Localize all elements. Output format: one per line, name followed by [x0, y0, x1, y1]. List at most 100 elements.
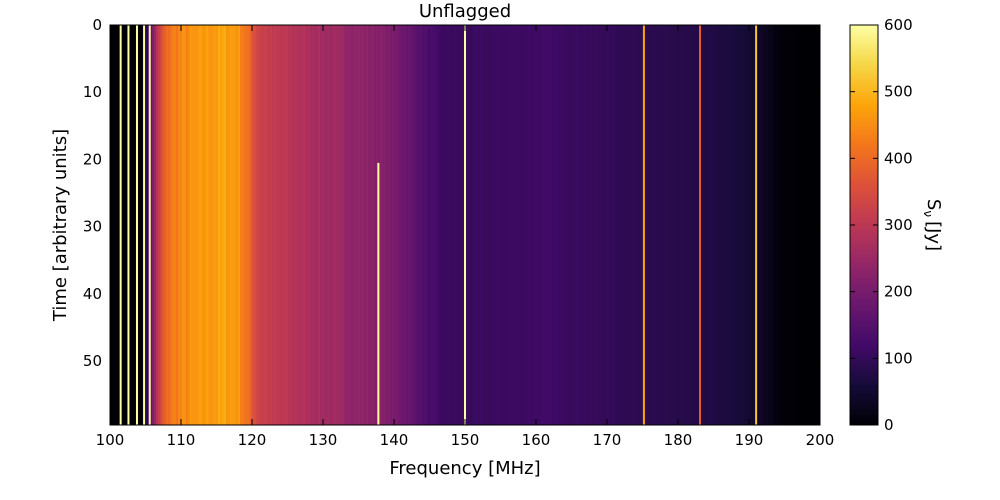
chart-title: Unflagged [419, 1, 511, 22]
heatmap-column [798, 25, 801, 425]
heatmap-column [190, 25, 193, 425]
heatmap-column [504, 25, 507, 425]
heatmap-column [684, 25, 687, 425]
heatmap-column [650, 25, 653, 425]
heatmap-column [518, 25, 521, 425]
heatmap-column [818, 25, 820, 425]
heatmap-column [550, 25, 553, 425]
heatmap-column [124, 25, 127, 425]
heatmap-column [358, 25, 361, 425]
heatmap-column [594, 25, 597, 425]
heatmap-column [712, 25, 715, 425]
heatmap-column [566, 25, 569, 425]
heatmap-column [574, 25, 577, 425]
heatmap-column [748, 25, 751, 425]
heatmap-column [424, 25, 427, 425]
heatmap-column [346, 25, 349, 425]
heatmap-column [714, 25, 717, 425]
heatmap-column [248, 25, 251, 425]
colorbar-tick-label: 300 [884, 216, 913, 234]
x-tick-label: 120 [238, 431, 267, 449]
heatmap-column [338, 25, 341, 425]
heatmap-column [730, 25, 733, 425]
heatmap-column [188, 25, 191, 425]
heatmap-column [728, 25, 731, 425]
heatmap-column [210, 25, 213, 425]
colorbar-tick-label: 200 [884, 283, 913, 301]
heatmap-column [316, 25, 319, 425]
heatmap-column [386, 25, 389, 425]
heatmap-column [270, 25, 273, 425]
heatmap-column [112, 25, 115, 425]
heatmap-column [152, 25, 155, 425]
heatmap-column [554, 25, 557, 425]
heatmap-column [746, 25, 749, 425]
heatmap-column [640, 25, 643, 425]
heatmap-column [812, 25, 815, 425]
heatmap-column [628, 25, 631, 425]
heatmap-column [668, 25, 671, 425]
heatmap-column [296, 25, 299, 425]
heatmap-column [418, 25, 421, 425]
heatmap-column [288, 25, 291, 425]
heatmap-column [514, 25, 517, 425]
x-tick-label: 160 [522, 431, 551, 449]
heatmap-column [278, 25, 281, 425]
heatmap-column [240, 25, 243, 425]
heatmap-column [334, 25, 337, 425]
x-tick-label: 130 [309, 431, 338, 449]
heatmap-column [116, 25, 119, 425]
heatmap-column [644, 25, 647, 425]
heatmap-column [578, 25, 581, 425]
heatmap-column [352, 25, 355, 425]
heatmap-column [534, 25, 537, 425]
heatmap-column [232, 25, 235, 425]
heatmap-column [444, 25, 447, 425]
heatmap-column [494, 25, 497, 425]
heatmap-column [164, 25, 167, 425]
heatmap-column [328, 25, 331, 425]
heatmap-column [228, 25, 231, 425]
heatmap-column [536, 25, 539, 425]
heatmap-column [396, 25, 399, 425]
heatmap-column [598, 25, 601, 425]
heatmap-column [420, 25, 423, 425]
heatmap-column [306, 25, 309, 425]
heatmap-column [252, 25, 255, 425]
heatmap-column [648, 25, 651, 425]
heatmap-column [434, 25, 437, 425]
heatmap-column [726, 25, 729, 425]
heatmap-column [350, 25, 353, 425]
colorbar-tick-label: 400 [884, 149, 913, 167]
heatmap-column [800, 25, 803, 425]
heatmap-column [340, 25, 343, 425]
heatmap-column [558, 25, 561, 425]
heatmap-column [484, 25, 487, 425]
heatmap-column [738, 25, 741, 425]
heatmap-column [304, 25, 307, 425]
x-tick-label: 150 [451, 431, 480, 449]
heatmap-column [814, 25, 817, 425]
heatmap-column [454, 25, 457, 425]
heatmap-column [488, 25, 491, 425]
heatmap-column [724, 25, 727, 425]
heatmap-column [206, 25, 209, 425]
heatmap-column [150, 25, 153, 425]
flagged-lines [119, 25, 758, 425]
heatmap-column [786, 25, 789, 425]
heatmap-column [764, 25, 767, 425]
heatmap-column [302, 25, 305, 425]
heatmap-column [498, 25, 501, 425]
heatmap-area [110, 25, 820, 425]
heatmap-column [616, 25, 619, 425]
heatmap-column [452, 25, 455, 425]
heatmap-column [276, 25, 279, 425]
heatmap-column [254, 25, 257, 425]
heatmap-column [776, 25, 779, 425]
heatmap-column [474, 25, 477, 425]
heatmap-column [788, 25, 791, 425]
heatmap-column [706, 25, 709, 425]
heatmap-column [292, 25, 295, 425]
heatmap-column [200, 25, 203, 425]
